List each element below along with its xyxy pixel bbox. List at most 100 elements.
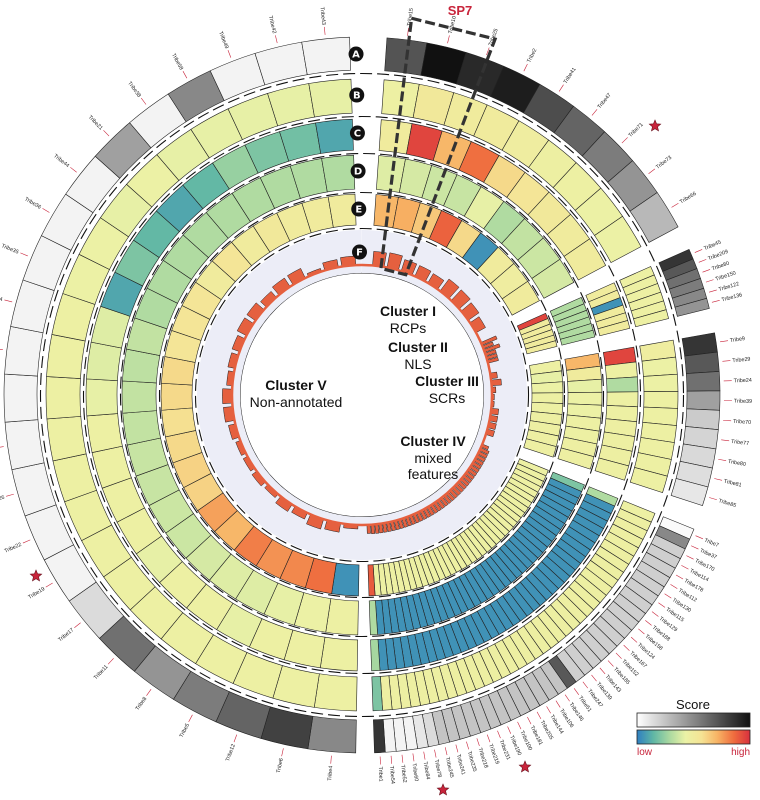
- cluster-title: Cluster III: [415, 373, 479, 389]
- tribe-tick: [720, 340, 729, 343]
- ring-b-cell: [371, 676, 383, 712]
- ring-e-cell: [367, 564, 376, 597]
- ring-marker-e: [351, 201, 367, 217]
- tribe-tick: [188, 714, 193, 723]
- ring-b-cell: [308, 78, 353, 118]
- ring-a-cell: [684, 351, 720, 374]
- hist-baseline: [230, 263, 494, 527]
- tribe-tick: [648, 168, 656, 175]
- tribe-tick: [718, 458, 727, 461]
- tribe-tick: [45, 582, 53, 588]
- star-icon: [29, 569, 43, 582]
- tribe-tick: [675, 574, 684, 580]
- ring-d-cell: [559, 329, 596, 346]
- tribe-label: Tribe136: [721, 292, 743, 303]
- ring-separator: [119, 152, 605, 638]
- ring-e-cell: [327, 193, 357, 228]
- tribe-tick: [630, 636, 638, 643]
- ring-marker-label: B: [353, 91, 361, 102]
- tribe-label: Tribe122: [718, 281, 740, 293]
- tribe-label: Tribe60: [411, 763, 419, 782]
- ring-d-cell: [325, 598, 359, 636]
- tribe-tick: [444, 747, 448, 756]
- ring-marker-label: E: [355, 205, 362, 216]
- tribe-label: Tribe80: [727, 459, 746, 468]
- ring-a-cell: [307, 715, 357, 754]
- tribe-label: Tribe37: [699, 548, 718, 561]
- ring-e-cell: [525, 340, 558, 355]
- tribe-label: Tribe15: [407, 8, 415, 27]
- tribe-tick: [721, 439, 730, 442]
- tribe-label: Tribe24: [734, 378, 752, 385]
- tribe-label: Tribe12: [225, 743, 237, 762]
- tribe-tick: [146, 689, 152, 696]
- tribe-label: Tribe71: [628, 122, 645, 139]
- ring-e-cell: [501, 280, 540, 316]
- ring-c-cell: [594, 457, 630, 481]
- ring-c-cell: [86, 341, 122, 382]
- tribe-tick: [695, 535, 704, 540]
- tribe-label: Tribe6: [276, 758, 285, 774]
- tribe-label: Tribe66: [679, 191, 698, 206]
- ring-b-cell: [46, 416, 87, 462]
- ring-e-cell: [531, 381, 564, 394]
- ring-a-cell: [629, 192, 679, 243]
- ring-b-cell: [45, 376, 82, 420]
- ring-c-cell: [370, 639, 381, 672]
- tribe-tick: [664, 593, 672, 599]
- ring-a-cell: [670, 478, 709, 507]
- legend-high: high: [731, 747, 750, 758]
- tribe-label: Tribe38: [126, 81, 142, 99]
- ring-a-cell: [3, 373, 39, 423]
- tribe-tick: [599, 667, 606, 675]
- ring-b-cell: [313, 673, 358, 712]
- ring-separator: [194, 227, 530, 563]
- tribe-label: Tribe52: [399, 764, 407, 783]
- tribe-tick: [686, 555, 694, 560]
- tribe-tick: [20, 252, 28, 257]
- ring-marker-a: [348, 46, 364, 62]
- tribe-tick: [702, 269, 711, 273]
- ring-b-cell: [643, 373, 679, 393]
- tribe-tick: [671, 202, 679, 208]
- tribe-tick: [140, 97, 147, 105]
- ring-c-cell: [85, 378, 119, 417]
- ring-e-cell: [531, 392, 564, 404]
- ring-c-cell: [319, 636, 359, 672]
- tribe-label: Tribe231: [498, 739, 511, 761]
- legend-spectral-bar: [636, 729, 751, 745]
- tribe-tick: [434, 749, 437, 758]
- ring-e-cell: [160, 382, 193, 411]
- tribe-label: Tribe22: [4, 542, 23, 555]
- tribe-tick: [694, 249, 703, 253]
- tribe-label: Tribe11: [93, 664, 110, 681]
- tribe-label: Tribe70: [733, 419, 751, 426]
- cluster-title: Cluster V: [265, 377, 327, 393]
- tribe-tick: [466, 741, 470, 750]
- tribe-tick: [447, 35, 450, 44]
- tribe-tick: [70, 167, 77, 173]
- tribe-tick: [401, 754, 404, 763]
- ring-marker-label: C: [354, 129, 361, 140]
- tribe-label: Tribe29: [732, 357, 751, 365]
- tribe-tick: [74, 622, 81, 628]
- tribe-tick: [517, 721, 522, 730]
- ring-separator: [39, 72, 685, 718]
- ring-a-cell: [373, 718, 386, 754]
- ring-d-cell: [531, 258, 575, 299]
- ring-b-cell: [629, 467, 668, 494]
- ring-d-cell: [121, 380, 157, 414]
- cluster-subtitle: RCPs: [390, 320, 427, 336]
- tribe-tick: [275, 35, 278, 44]
- star-icon: [436, 783, 450, 796]
- ring-marker-b: [349, 87, 365, 103]
- tribe-tick: [714, 478, 723, 481]
- tribe-label: Tribe235: [466, 751, 478, 773]
- tribe-label: Tribe43: [318, 7, 326, 26]
- ring-c-cell: [315, 118, 354, 154]
- tribe-label: Tribe47: [597, 92, 613, 110]
- tribe-tick: [536, 711, 542, 720]
- tribe-tick: [182, 71, 188, 79]
- ring-b-cell: [46, 334, 86, 379]
